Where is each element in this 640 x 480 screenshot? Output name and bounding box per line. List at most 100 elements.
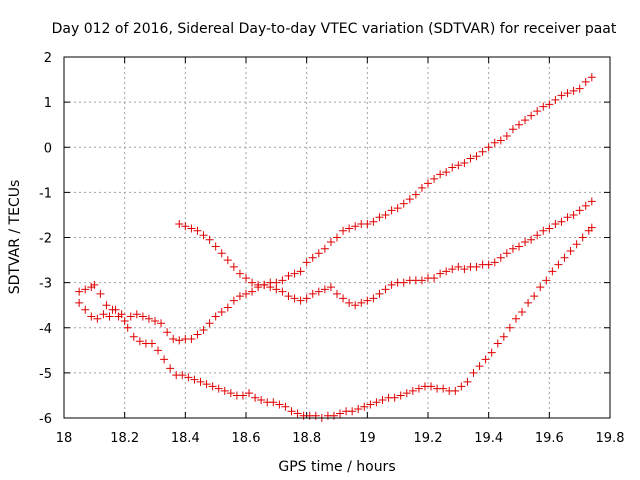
y-tick-label: 0 [44,141,52,156]
data-point [575,206,584,215]
data-point [499,332,508,341]
data-point [430,174,439,183]
x-tick-label: 18 [56,431,73,446]
data-point [508,125,517,134]
data-point [372,398,381,407]
data-point [451,386,460,395]
data-point [75,298,84,307]
data-point [105,312,114,321]
data-point [557,217,566,226]
data-point [351,301,360,310]
data-point [339,294,348,303]
data-point [175,336,184,345]
data-point [229,262,238,271]
data-point [387,206,396,215]
data-point [339,226,348,235]
data-point [527,235,536,244]
data-point [545,224,554,233]
y-tick-label: 2 [44,51,52,66]
data-point [211,242,220,251]
data-point [521,238,530,247]
data-point [502,249,511,258]
data-point [308,253,317,262]
data-point [157,319,166,328]
data-point [587,197,596,206]
data-point [484,143,493,152]
data-point [275,400,284,409]
data-point [490,258,499,267]
data-point [351,222,360,231]
data-point [196,377,205,386]
data-point [378,395,387,404]
plot-frame [63,56,611,419]
data-point [132,310,141,319]
data-point [248,278,257,287]
x-tick-label: 19.8 [596,431,625,446]
data-point [75,287,84,296]
data-point [548,267,557,276]
data-point [93,314,102,323]
data-point [515,242,523,251]
data-point [81,305,90,314]
y-tick-label: -2 [39,232,52,247]
data-point [81,285,90,294]
data-point [581,77,590,86]
data-point [587,223,596,232]
data-point [99,310,108,319]
data-point [572,240,581,249]
data-point [436,170,445,179]
data-point [178,371,187,380]
data-point [530,292,539,301]
data-point [166,364,175,373]
data-point [311,411,320,420]
data-point [533,231,542,240]
data-point [414,384,423,393]
y-tick-label: -4 [39,322,52,337]
data-point [272,278,281,287]
data-point [375,289,384,298]
x-tick-label: 18.8 [292,431,321,446]
data-point [217,249,226,258]
data-point [290,294,299,303]
data-point [193,330,202,339]
data-point [217,307,226,316]
data-point [496,253,505,262]
data-point [460,159,469,168]
data-point [175,219,184,228]
data-point [405,195,414,204]
series-satellite-a [75,73,596,345]
data-point [296,267,305,276]
data-point [235,269,244,278]
data-point [326,238,335,247]
data-point [144,314,153,323]
data-point [442,267,451,276]
data-point [205,235,214,244]
data-point [360,402,369,411]
data-point [278,287,287,296]
data-point [348,407,357,416]
data-point [193,226,202,235]
data-point [302,258,311,267]
data-point [129,332,138,341]
data-point [542,276,551,285]
data-point [160,355,169,364]
data-point [551,95,560,104]
data-point [396,391,405,400]
data-point [290,269,299,278]
data-point [493,339,502,348]
data-point [490,138,499,147]
data-point [381,210,390,219]
data-point [245,389,254,398]
x-tick-label: 18.4 [171,431,200,446]
data-point [366,400,375,409]
data-point [424,179,432,188]
data-point [369,294,378,303]
data-point [248,287,257,296]
data-point [314,287,323,296]
data-point [399,199,408,208]
data-point [187,224,196,233]
data-point [284,292,293,301]
data-point [199,326,208,335]
data-point [223,256,232,265]
